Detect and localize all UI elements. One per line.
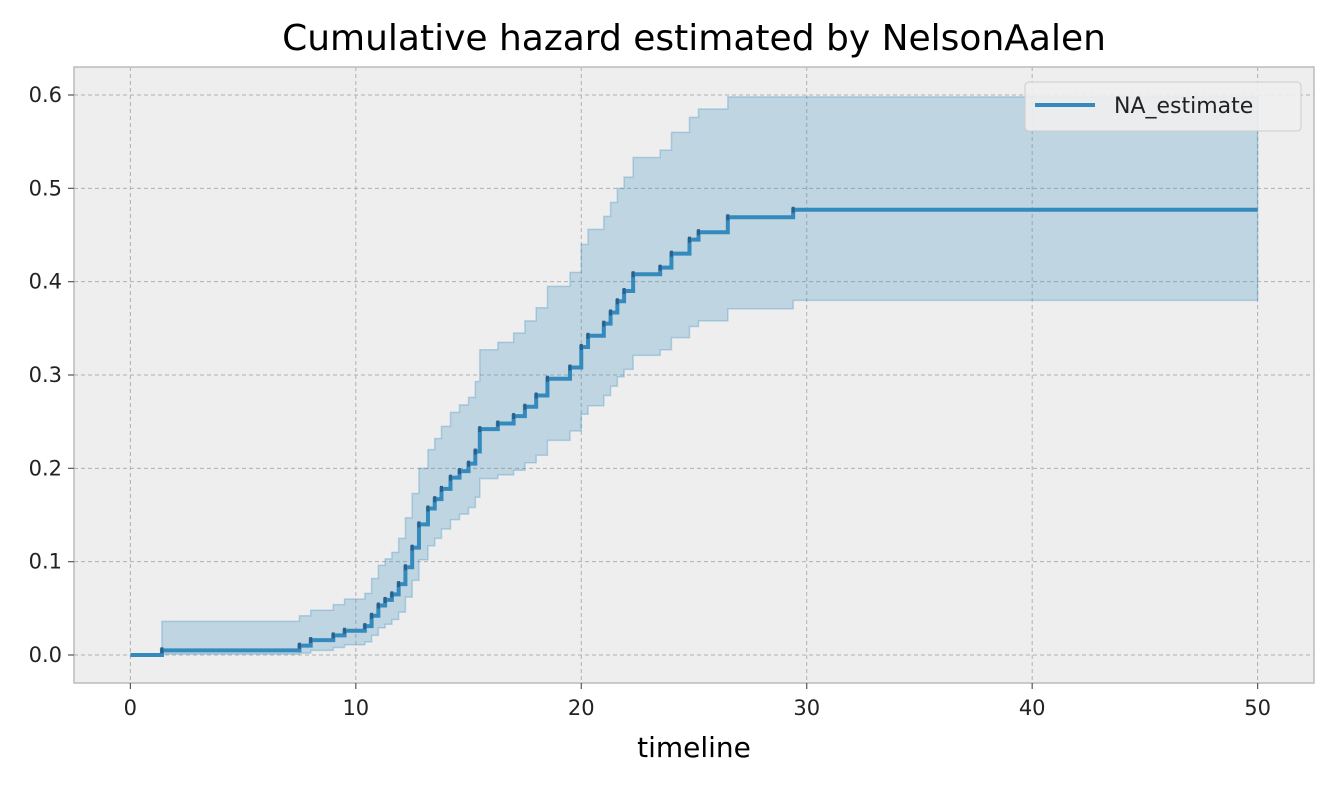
grid (74, 67, 1314, 683)
x-tick-label: 50 (1244, 696, 1271, 720)
x-tick-label: 30 (793, 696, 820, 720)
x-axis-label: timeline (637, 731, 751, 764)
y-tick-label: 0.1 (29, 550, 62, 574)
series-layer (130, 206, 1258, 657)
x-axis: 0 10 20 30 40 50 (124, 683, 1271, 720)
x-tick-label: 40 (1019, 696, 1046, 720)
legend: NA_estimate (1024, 81, 1302, 132)
y-tick-label: 0.5 (29, 176, 62, 200)
x-tick-label: 10 (342, 696, 369, 720)
legend-box (1024, 81, 1302, 132)
y-tick-label: 0.0 (29, 643, 62, 667)
x-tick-label: 0 (124, 696, 137, 720)
y-tick-label: 0.6 (29, 83, 62, 107)
confidence-band-layer (130, 96, 1259, 656)
legend-label: NA_estimate (1114, 94, 1253, 119)
y-tick-label: 0.2 (29, 456, 62, 480)
y-tick-label: 0.4 (29, 270, 62, 294)
y-tick-label: 0.3 (29, 363, 62, 387)
y-axis: 0.0 0.1 0.2 0.3 0.4 0.5 0.6 (29, 83, 74, 667)
chart-title: Cumulative hazard estimated by NelsonAal… (282, 18, 1106, 59)
x-tick-label: 20 (568, 696, 595, 720)
confidence-band (130, 96, 1259, 656)
